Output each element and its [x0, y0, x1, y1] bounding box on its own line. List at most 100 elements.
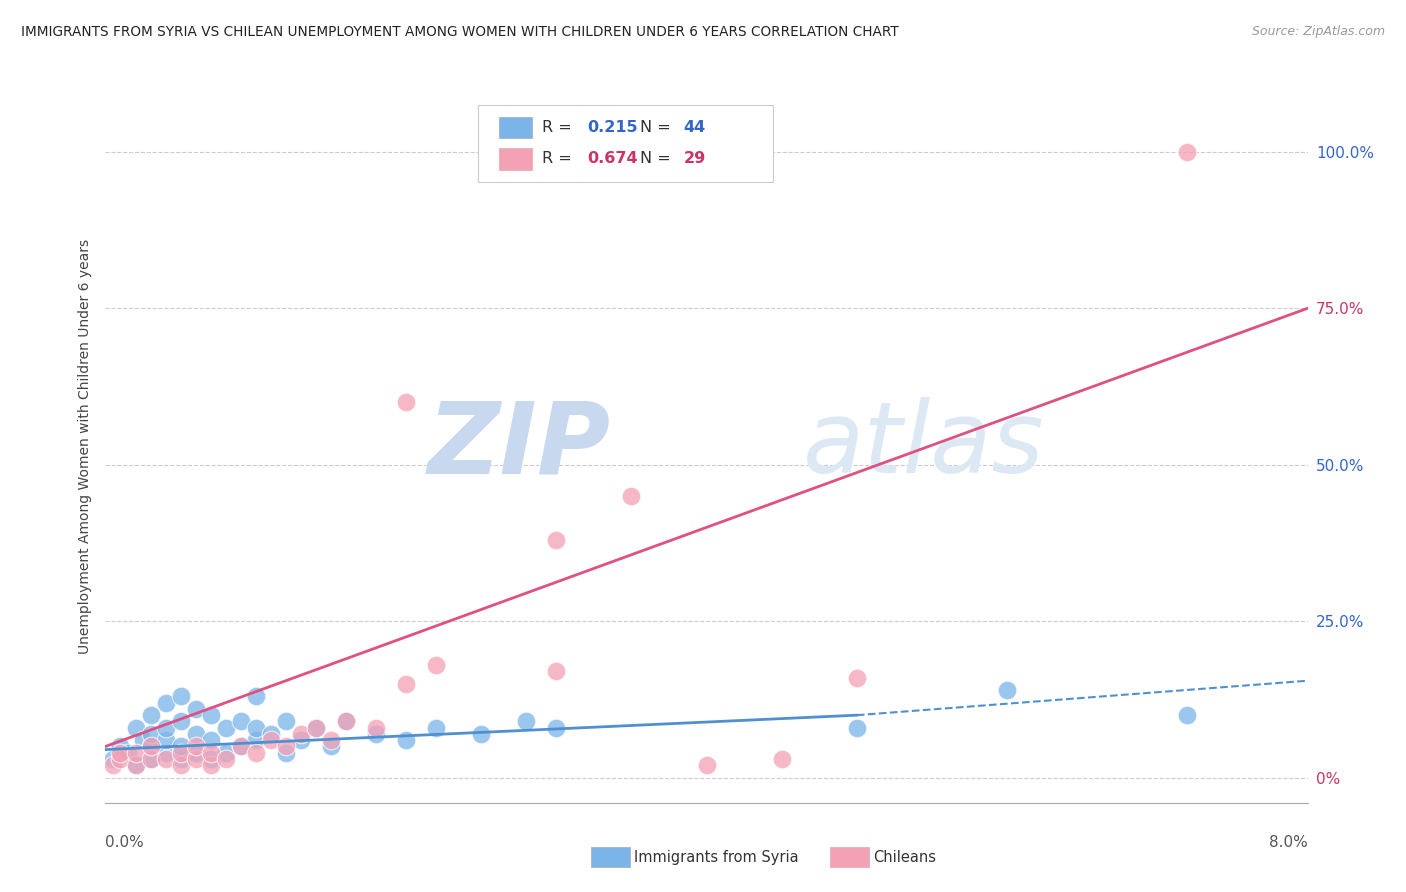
Point — [110, 746, 132, 760]
Point — [620, 489, 643, 503]
Point — [290, 733, 312, 747]
Point — [155, 752, 177, 766]
Y-axis label: Unemployment Among Women with Children Under 6 years: Unemployment Among Women with Children U… — [79, 238, 93, 654]
Point — [184, 746, 207, 760]
Point — [425, 721, 447, 735]
Point — [770, 752, 793, 766]
Text: Chileans: Chileans — [873, 850, 936, 864]
Point — [546, 721, 568, 735]
Point — [214, 721, 236, 735]
Point — [395, 395, 418, 409]
Point — [124, 758, 146, 772]
Point — [184, 727, 207, 741]
Point — [364, 721, 387, 735]
Text: 29: 29 — [683, 151, 706, 166]
Point — [124, 721, 146, 735]
Text: 0.215: 0.215 — [588, 120, 638, 135]
Text: 0.674: 0.674 — [588, 151, 638, 166]
Point — [110, 752, 132, 766]
Point — [124, 758, 146, 772]
Text: ZIP: ZIP — [427, 398, 610, 494]
Point — [200, 733, 222, 747]
Point — [319, 733, 342, 747]
Point — [139, 727, 162, 741]
Point — [290, 727, 312, 741]
Point — [845, 671, 868, 685]
Point — [245, 746, 267, 760]
Point — [117, 746, 139, 760]
Point — [305, 721, 328, 735]
Point — [515, 714, 537, 729]
Point — [101, 758, 124, 772]
Point — [425, 658, 447, 673]
Point — [696, 758, 718, 772]
Point — [245, 721, 267, 735]
Point — [110, 739, 132, 754]
Point — [169, 690, 191, 704]
Text: R =: R = — [541, 120, 576, 135]
Point — [395, 733, 418, 747]
Point — [845, 721, 868, 735]
Point — [139, 752, 162, 766]
Point — [184, 702, 207, 716]
Text: N =: N = — [640, 151, 676, 166]
Point — [169, 758, 191, 772]
Point — [995, 683, 1018, 698]
Point — [184, 752, 207, 766]
Text: IMMIGRANTS FROM SYRIA VS CHILEAN UNEMPLOYMENT AMONG WOMEN WITH CHILDREN UNDER 6 : IMMIGRANTS FROM SYRIA VS CHILEAN UNEMPLO… — [21, 25, 898, 39]
Point — [335, 714, 357, 729]
Point — [200, 746, 222, 760]
Point — [245, 690, 267, 704]
Point — [319, 739, 342, 754]
Text: 44: 44 — [683, 120, 706, 135]
Text: Immigrants from Syria: Immigrants from Syria — [634, 850, 799, 864]
Point — [155, 746, 177, 760]
Text: Source: ZipAtlas.com: Source: ZipAtlas.com — [1251, 25, 1385, 38]
FancyBboxPatch shape — [499, 148, 533, 169]
Point — [274, 746, 297, 760]
Point — [139, 739, 162, 754]
Point — [169, 714, 191, 729]
Text: atlas: atlas — [803, 398, 1045, 494]
Text: N =: N = — [640, 120, 676, 135]
Point — [184, 739, 207, 754]
Point — [305, 721, 328, 735]
Point — [169, 746, 191, 760]
Point — [169, 739, 191, 754]
Point — [139, 739, 162, 754]
Point — [155, 696, 177, 710]
Point — [1175, 145, 1198, 159]
Point — [245, 733, 267, 747]
Point — [470, 727, 492, 741]
Point — [124, 746, 146, 760]
Point — [1175, 708, 1198, 723]
Text: R =: R = — [541, 151, 576, 166]
Point — [260, 727, 283, 741]
Point — [260, 733, 283, 747]
Point — [214, 752, 236, 766]
Point — [132, 733, 155, 747]
Point — [139, 752, 162, 766]
Point — [200, 752, 222, 766]
Point — [229, 714, 252, 729]
Point — [101, 752, 124, 766]
FancyBboxPatch shape — [478, 105, 773, 182]
Point — [395, 677, 418, 691]
FancyBboxPatch shape — [499, 117, 533, 138]
Point — [274, 739, 297, 754]
Point — [155, 733, 177, 747]
Text: 8.0%: 8.0% — [1268, 836, 1308, 850]
Point — [546, 665, 568, 679]
Point — [364, 727, 387, 741]
Point — [169, 752, 191, 766]
Point — [139, 708, 162, 723]
Point — [200, 758, 222, 772]
Point — [546, 533, 568, 547]
Text: 0.0%: 0.0% — [105, 836, 145, 850]
Point — [335, 714, 357, 729]
Point — [229, 739, 252, 754]
Point — [274, 714, 297, 729]
Point — [200, 708, 222, 723]
Point — [229, 739, 252, 754]
Point — [214, 746, 236, 760]
